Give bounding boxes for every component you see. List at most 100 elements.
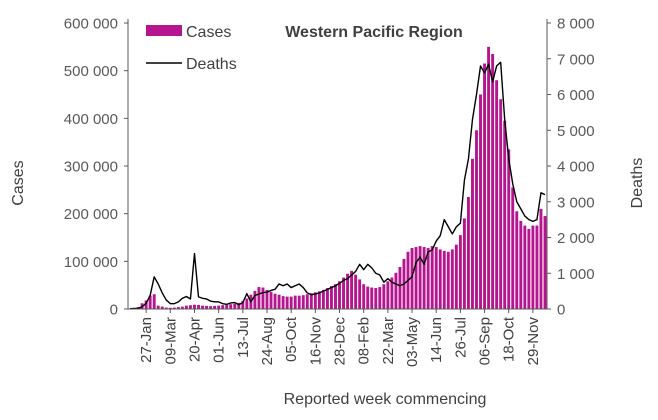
cases-bar [221, 305, 224, 309]
cases-bar [419, 246, 422, 309]
cases-bar [342, 278, 345, 309]
cases-bar [467, 197, 470, 309]
cases-bar [253, 291, 256, 309]
cases-bar [463, 218, 466, 309]
cases-bar [354, 275, 357, 309]
cases-bar [306, 294, 309, 309]
cases-bar [370, 288, 373, 309]
cases-bar [257, 287, 260, 309]
legend-cases-swatch [146, 25, 182, 36]
cases-bar [471, 159, 474, 309]
cases-bars [129, 47, 547, 309]
y-right-tick-label: 7 000 [557, 51, 595, 68]
x-tick-label: 14-Jun [428, 317, 445, 363]
cases-bar [515, 211, 518, 309]
cases-bar [286, 297, 289, 309]
cases-bar [451, 249, 454, 309]
x-tick-label: 08-Feb [356, 317, 373, 365]
y-left-tick-label: 0 [110, 302, 118, 319]
y-left-tick-label: 400 000 [64, 111, 118, 128]
cases-bar [201, 306, 204, 309]
cases-bar [225, 305, 228, 309]
cases-bar [443, 251, 446, 309]
cases-bar [290, 297, 293, 309]
deaths-line-group [130, 62, 545, 308]
y-axis-left-label: Cases [10, 160, 27, 205]
y-left-tick-label: 100 000 [64, 254, 118, 271]
cases-bar [540, 209, 543, 309]
cases-bar [531, 226, 534, 309]
x-tick-label: 01-Jun [211, 317, 228, 363]
x-tick-label: 27-Jan [138, 317, 155, 363]
y-right-tick-label: 0 [557, 302, 565, 319]
cases-bar [282, 296, 285, 309]
cases-bar [519, 221, 522, 309]
cases-bar [362, 284, 365, 309]
cases-bar [386, 281, 389, 309]
cases-bar [544, 216, 547, 309]
cases-bar [487, 47, 490, 309]
chart-title: Western Pacific Region [285, 24, 463, 41]
y-left-tick-label: 500 000 [64, 63, 118, 80]
x-tick-label: 09-Mar [162, 317, 179, 365]
cases-bar [399, 267, 402, 309]
cases-bar [439, 249, 442, 309]
x-tick-label: 29-Nov [525, 317, 542, 366]
x-tick-label: 22-Mar [380, 317, 397, 365]
cases-bar [197, 305, 200, 309]
cases-bar [338, 281, 341, 309]
x-tick-label: 28-Dec [332, 317, 349, 366]
cases-bar [495, 80, 498, 309]
cases-bar [278, 295, 281, 309]
cases-bar [189, 305, 192, 309]
cases-bar [185, 306, 188, 309]
y-left-tick-label: 200 000 [64, 206, 118, 223]
y-right-tick-label: 8 000 [557, 16, 595, 33]
cases-bar [157, 306, 160, 309]
x-tick-label: 13-Jul [235, 317, 252, 358]
cases-bar [447, 252, 450, 309]
cases-bar [511, 187, 514, 309]
cases-bar [455, 245, 458, 309]
cases-bar [499, 99, 502, 309]
cases-bar [262, 288, 265, 309]
y-right-tick-label: 5 000 [557, 123, 595, 140]
x-tick-label: 24-Aug [259, 317, 276, 365]
cases-bar [535, 226, 538, 309]
x-tick-label: 20-Apr [186, 317, 203, 362]
y-left-tick-label: 600 000 [64, 16, 118, 33]
cases-bar [459, 235, 462, 309]
cases-bar [415, 247, 418, 309]
cases-bar [233, 304, 236, 309]
cases-bar [217, 306, 220, 309]
cases-bar [318, 291, 321, 309]
cases-bar [475, 130, 478, 309]
cases-bar [302, 295, 305, 309]
x-tick-label: 18-Oct [501, 316, 518, 362]
cases-bar [229, 304, 232, 309]
cases-bar [326, 288, 329, 309]
x-axis-label: Reported week commencing [284, 391, 487, 408]
cases-bar [310, 293, 313, 309]
cases-bar [334, 284, 337, 309]
cases-bar [435, 247, 438, 309]
cases-bar [378, 287, 381, 309]
x-tick-label: 03-May [404, 317, 421, 368]
y-axis-left-ticks: 0 100 000 200 000 300 000 400 000 500 000 600 … [64, 16, 128, 319]
cases-bar [527, 229, 530, 309]
cases-bar [491, 54, 494, 309]
y-left-tick-label: 300 000 [64, 159, 118, 176]
cases-bar [394, 273, 397, 309]
y-right-tick-label: 1 000 [557, 266, 595, 283]
cases-bar [431, 246, 434, 309]
cases-bar [382, 284, 385, 309]
cases-bar [298, 296, 301, 309]
cases-bar [153, 294, 156, 309]
x-tick-label: 26-Jul [452, 317, 469, 358]
cases-bar [479, 95, 482, 310]
cases-bar [322, 290, 325, 309]
